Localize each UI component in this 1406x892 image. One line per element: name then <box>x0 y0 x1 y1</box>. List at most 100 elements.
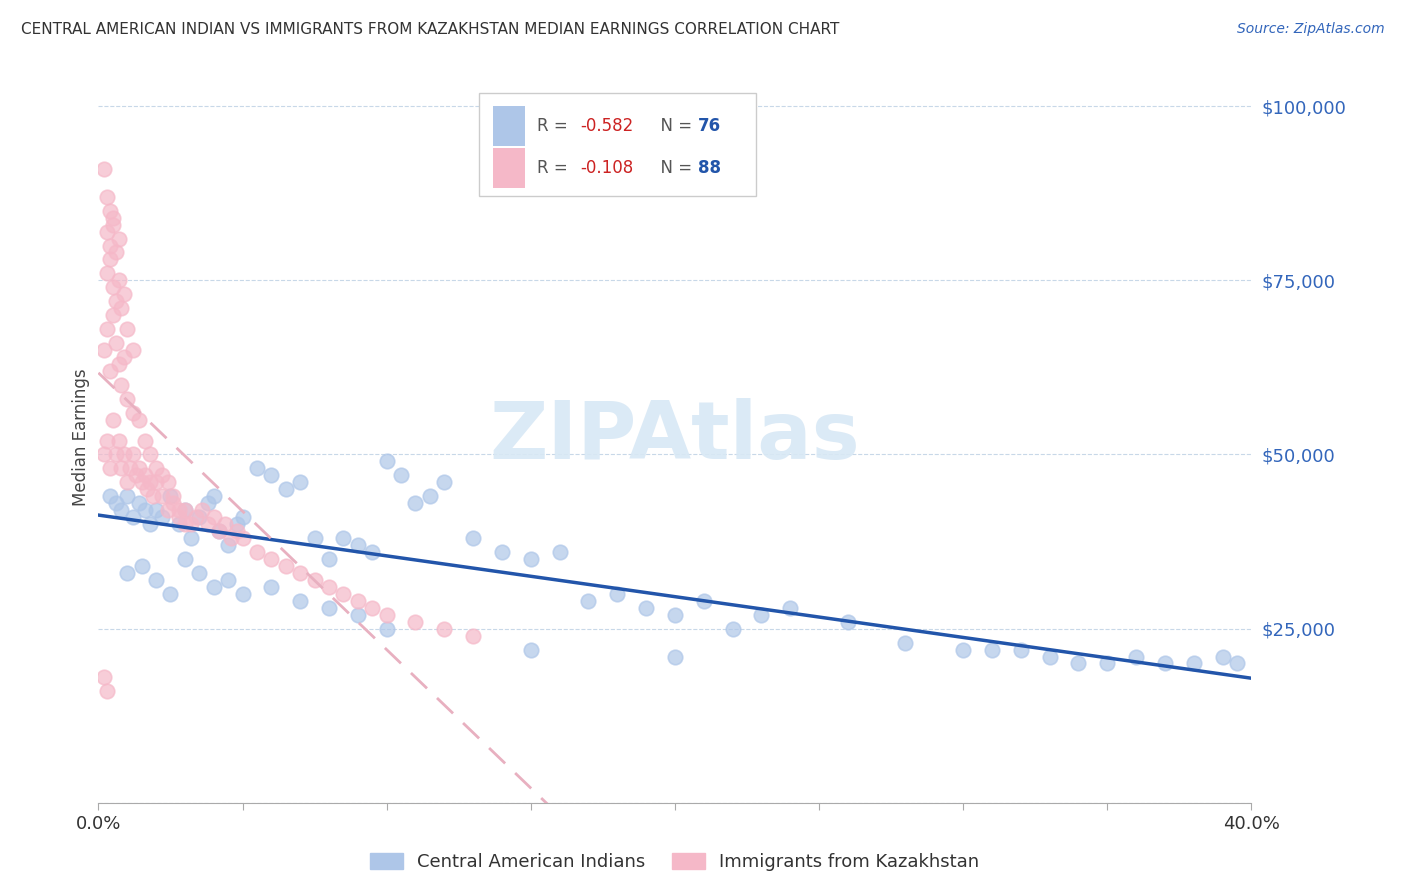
Point <box>128 412 150 426</box>
Point <box>145 461 167 475</box>
Point <box>405 496 427 510</box>
Point <box>208 524 231 538</box>
Point <box>128 496 150 510</box>
Point <box>461 629 484 643</box>
Point <box>174 552 197 566</box>
Point <box>167 503 190 517</box>
Point <box>433 475 456 490</box>
Point <box>1212 649 1234 664</box>
Text: 88: 88 <box>697 160 721 178</box>
Point <box>134 503 156 517</box>
Point <box>145 573 167 587</box>
Point <box>104 336 127 351</box>
Point <box>202 580 225 594</box>
Point <box>150 510 173 524</box>
Point <box>548 545 571 559</box>
Point <box>197 496 219 510</box>
Point <box>217 538 239 552</box>
Point <box>98 489 121 503</box>
Point <box>96 190 118 204</box>
Text: Source: ZipAtlas.com: Source: ZipAtlas.com <box>1237 22 1385 37</box>
Point <box>93 670 115 684</box>
Point <box>751 607 773 622</box>
Point <box>217 573 239 587</box>
Point <box>156 475 179 490</box>
Point <box>112 448 135 462</box>
Point <box>225 517 247 532</box>
Point <box>202 489 225 503</box>
Point <box>1097 657 1119 671</box>
Point <box>122 406 145 420</box>
Point <box>186 510 208 524</box>
Point <box>375 454 398 468</box>
Point <box>174 503 197 517</box>
Point <box>117 322 139 336</box>
Point <box>139 517 162 532</box>
Point <box>167 510 190 524</box>
Point <box>134 434 156 448</box>
Point <box>231 531 254 545</box>
Point <box>231 510 254 524</box>
Point <box>142 489 165 503</box>
Point <box>162 496 184 510</box>
Point <box>332 531 354 545</box>
Point <box>606 587 628 601</box>
FancyBboxPatch shape <box>492 148 524 188</box>
Point <box>104 294 127 309</box>
Point <box>98 238 121 252</box>
Point <box>112 287 135 301</box>
Point <box>461 531 484 545</box>
Point <box>93 161 115 176</box>
Point <box>98 461 121 475</box>
Point <box>208 524 231 538</box>
Point <box>981 642 1004 657</box>
Point <box>191 503 214 517</box>
Point <box>290 594 312 608</box>
Point <box>405 615 427 629</box>
Text: R =: R = <box>537 117 572 135</box>
Point <box>136 483 159 497</box>
Point <box>664 649 686 664</box>
Point <box>107 231 129 245</box>
Point <box>1154 657 1177 671</box>
Point <box>419 489 441 503</box>
Point <box>180 517 202 532</box>
Point <box>110 503 132 517</box>
Point <box>636 600 658 615</box>
Point <box>96 225 118 239</box>
Point <box>96 434 118 448</box>
Point <box>122 448 145 462</box>
Point <box>260 580 283 594</box>
Point <box>150 489 173 503</box>
Point <box>214 517 236 532</box>
Point <box>318 552 340 566</box>
Point <box>260 468 283 483</box>
Point <box>98 364 121 378</box>
Point <box>162 489 184 503</box>
Point <box>96 684 118 698</box>
Point <box>290 475 312 490</box>
Point <box>389 468 412 483</box>
Point <box>578 594 600 608</box>
Point <box>231 587 254 601</box>
Point <box>274 483 297 497</box>
Point <box>117 489 139 503</box>
Point <box>894 635 917 649</box>
Point <box>98 203 121 218</box>
Point <box>202 510 225 524</box>
Point <box>96 266 118 280</box>
Point <box>112 350 135 364</box>
Point <box>134 468 156 483</box>
Point <box>779 600 801 615</box>
Point <box>117 392 139 406</box>
Point <box>318 580 340 594</box>
Point <box>139 475 162 490</box>
Point <box>346 538 368 552</box>
Point <box>188 510 211 524</box>
Point <box>93 343 115 357</box>
Point <box>107 273 129 287</box>
Point <box>274 558 297 573</box>
Point <box>721 622 744 636</box>
Point <box>361 545 384 559</box>
Point <box>433 622 456 636</box>
